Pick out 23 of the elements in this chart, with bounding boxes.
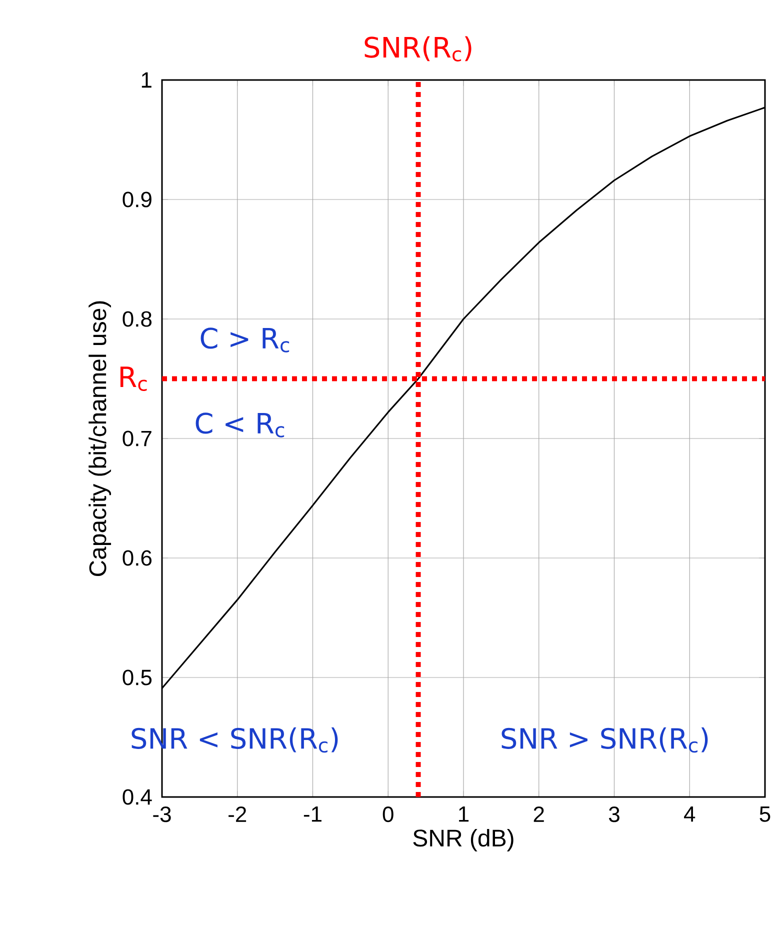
y-tick-label: 0.6 xyxy=(122,550,152,566)
ref-line-label: R$_{c}$ xyxy=(120,366,147,392)
y-axis-title: Capacity (bit/channel use) xyxy=(88,301,112,576)
x-axis-title: SNR (dB) xyxy=(413,828,514,852)
y-tick-label: 0.4 xyxy=(122,789,152,805)
x-tick-label: 1 xyxy=(459,806,469,822)
y-tick-label: 0.5 xyxy=(122,670,152,686)
annotation: SNR > SNR(R$_{c}$) xyxy=(502,727,708,753)
annotation: C > R$_{c}$ xyxy=(200,328,290,352)
x-tick-label: -1 xyxy=(304,806,322,822)
x-tick-label: -2 xyxy=(228,806,246,822)
x-tick-label: 0 xyxy=(382,806,394,822)
y-tick-label: 0.8 xyxy=(122,311,152,327)
annotation: C < R$_{c}$ xyxy=(196,412,284,438)
x-tick-label: 5 xyxy=(760,806,770,822)
y-tick-label: 1 xyxy=(142,72,152,88)
y-tick-label: 0.9 xyxy=(122,192,152,208)
ref-line-label: SNR(R$_{c}$) xyxy=(364,36,472,62)
x-tick-label: 2 xyxy=(534,806,544,822)
x-tick-label: 3 xyxy=(608,806,620,822)
x-tick-label: 4 xyxy=(684,806,696,822)
y-tick-label: 0.7 xyxy=(122,430,152,446)
x-tick-label: -3 xyxy=(153,806,171,822)
